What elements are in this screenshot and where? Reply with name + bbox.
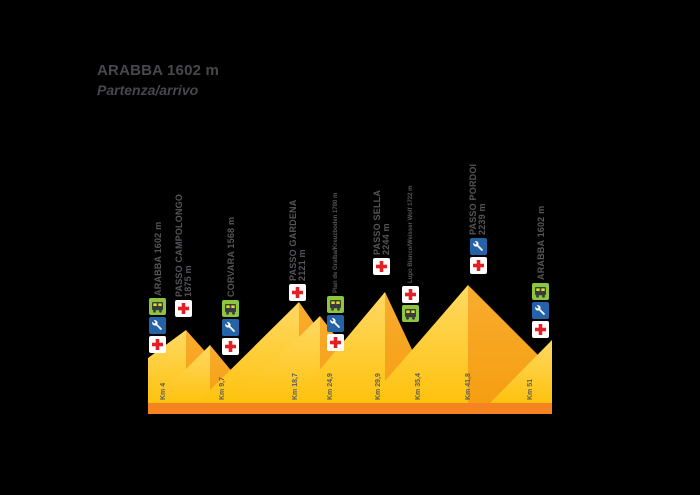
profile-base-strip <box>148 403 552 414</box>
waypoint-label-arabba-finish: ARABBA 1602 m <box>536 205 546 280</box>
waypoint-label-campolongo: PASSO CAMPOLONGO 1875 m <box>174 194 194 297</box>
waypoint-altitude: 2121 m <box>297 249 308 281</box>
foothill-gardena-left-slope <box>233 316 320 403</box>
km-mark-arabba-finish: Km 51 <box>527 378 534 400</box>
waypoint-icons-gardena <box>289 284 306 301</box>
waypoint-label-lupo-bianco: Lupo Bianco/Weisser Wolf 1722 m <box>408 185 414 283</box>
waypoint-label-arabba-start: ARABBA 1602 m <box>153 221 163 296</box>
waypoint-altitude: 2239 m <box>477 203 488 235</box>
first-aid-icon <box>532 321 549 338</box>
first-aid-icon <box>373 258 390 275</box>
bus-icon <box>327 296 344 313</box>
waypoint-icons-arabba-start <box>149 298 166 353</box>
title-block: ARABBA 1602 m Partenza/arrivo <box>97 62 219 98</box>
first-aid-icon <box>149 336 166 353</box>
mountain-arabba-finish-slope <box>490 340 552 403</box>
first-aid-icon <box>402 286 419 303</box>
wrench-icon <box>327 315 344 332</box>
wrench-icon <box>470 238 487 255</box>
km-mark-sella: Km 29,9 <box>375 373 382 400</box>
waypoint-icons-sella <box>373 258 390 275</box>
foothill-corvara-left-slope <box>152 345 210 403</box>
first-aid-icon <box>222 338 239 355</box>
waypoint-label-pordoi: PASSO PORDOI 2239 m <box>468 164 488 235</box>
waypoint-label-sella: PASSO SELLA 2244 m <box>372 190 392 255</box>
first-aid-icon <box>470 257 487 274</box>
waypoint-icons-corvara <box>222 300 239 355</box>
waypoint-icons-plan-de-gralba <box>327 296 344 351</box>
first-aid-icon <box>327 334 344 351</box>
km-mark-gardena: Km 18,7 <box>292 373 299 400</box>
wrench-icon <box>149 317 166 334</box>
waypoint-label-plan-de-gralba: Plan de Gralba/Kreuzboden 1780 m <box>333 192 339 293</box>
waypoint-altitude: 1875 m <box>183 265 194 297</box>
wrench-icon <box>532 302 549 319</box>
km-mark-plan-de-gralba: Km 24,9 <box>327 373 334 400</box>
bus-icon <box>149 298 166 315</box>
first-aid-icon <box>175 300 192 317</box>
waypoint-icons-campolongo <box>175 300 192 317</box>
waypoint-icons-arabba-finish <box>532 283 549 338</box>
bus-icon <box>532 283 549 300</box>
bus-icon <box>222 300 239 317</box>
page-title: ARABBA 1602 m <box>97 62 220 79</box>
page-subtitle: Partenza/arrivo <box>97 82 199 98</box>
waypoint-altitude: 2244 m <box>381 223 392 255</box>
km-mark-pordoi: Km 41,8 <box>465 373 472 400</box>
bus-icon <box>402 305 419 322</box>
waypoint-icons-pordoi <box>470 238 487 274</box>
waypoint-label-corvara: CORVARA 1568 m <box>226 216 236 297</box>
waypoint-icons-lupo-bianco <box>402 286 419 322</box>
wrench-icon <box>222 319 239 336</box>
km-mark-lupo-bianco: Km 35,4 <box>415 373 422 400</box>
km-mark-corvara: Km 9,7 <box>219 377 226 400</box>
mountain-pordoi-left-slope <box>366 285 468 403</box>
waypoint-label-gardena: PASSO GARDENA 2121 m <box>288 200 308 281</box>
first-aid-icon <box>289 284 306 301</box>
km-mark-campolongo: Km 4 <box>160 382 167 400</box>
